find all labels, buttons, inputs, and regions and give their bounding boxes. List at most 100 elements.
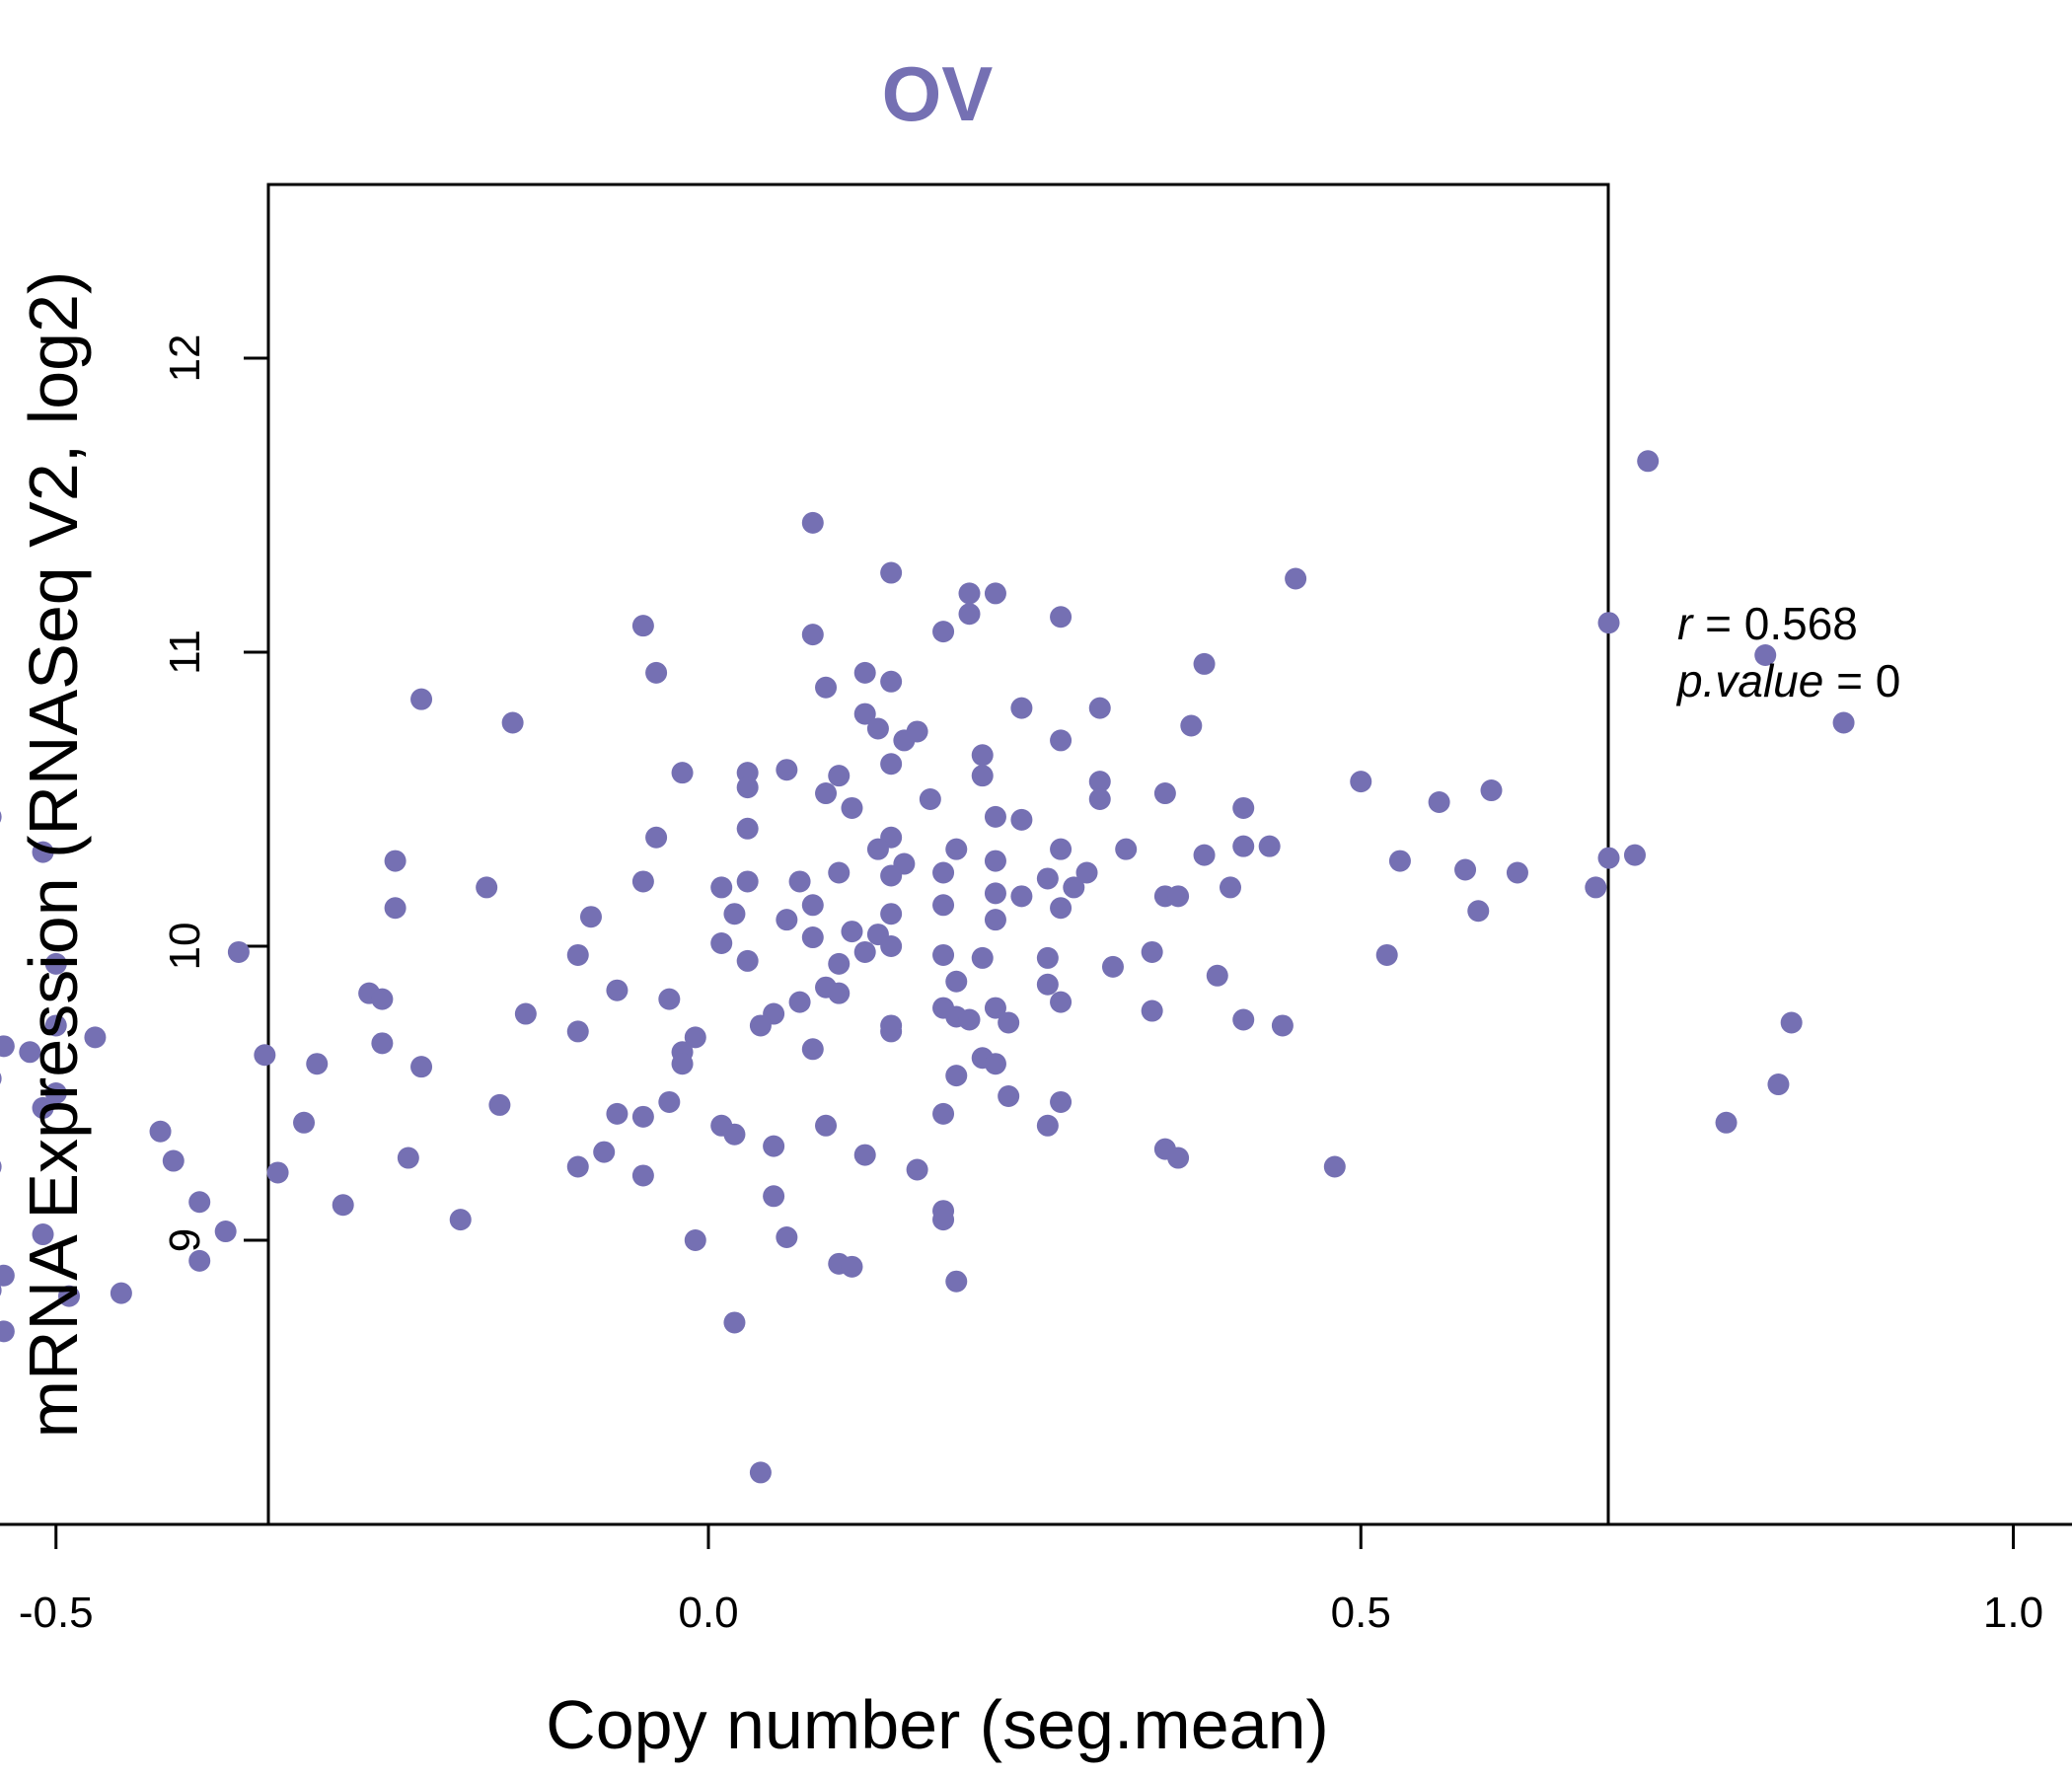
data-point bbox=[945, 970, 968, 993]
data-point bbox=[1258, 835, 1281, 857]
data-point bbox=[1193, 844, 1216, 866]
data-point bbox=[801, 511, 824, 534]
data-point bbox=[1715, 1111, 1738, 1134]
data-point bbox=[1754, 643, 1777, 666]
data-point bbox=[384, 850, 407, 872]
data-point bbox=[1285, 567, 1307, 590]
data-point bbox=[776, 909, 798, 931]
data-point bbox=[1193, 652, 1216, 675]
r-value: 0.568 bbox=[1744, 598, 1858, 649]
data-points bbox=[0, 450, 1855, 1484]
data-point bbox=[1832, 711, 1855, 734]
data-point bbox=[1050, 729, 1073, 752]
data-point bbox=[1480, 779, 1503, 802]
data-point bbox=[984, 997, 1006, 1019]
data-point bbox=[1036, 973, 1059, 996]
data-point bbox=[723, 903, 746, 925]
data-point bbox=[631, 615, 654, 637]
data-point bbox=[749, 1014, 772, 1037]
data-point bbox=[44, 1082, 67, 1104]
data-point bbox=[880, 935, 903, 957]
data-point bbox=[853, 1144, 876, 1166]
data-point bbox=[1088, 771, 1111, 793]
data-point bbox=[971, 765, 994, 787]
data-point bbox=[0, 1284, 2, 1296]
data-point bbox=[476, 876, 498, 899]
data-point bbox=[631, 870, 654, 893]
data-point bbox=[1597, 847, 1620, 869]
data-point bbox=[566, 1020, 589, 1043]
data-point bbox=[932, 894, 955, 917]
data-point bbox=[932, 943, 955, 966]
data-point bbox=[0, 1073, 2, 1084]
data-point bbox=[645, 826, 668, 849]
data-point bbox=[514, 1002, 537, 1025]
data-point bbox=[1637, 450, 1660, 473]
data-point bbox=[736, 817, 759, 840]
data-point bbox=[0, 1160, 2, 1173]
data-point bbox=[1180, 714, 1203, 737]
data-point bbox=[945, 1065, 968, 1087]
data-point bbox=[880, 903, 903, 925]
data-point bbox=[19, 1041, 41, 1064]
data-point bbox=[1115, 838, 1138, 860]
data-point bbox=[188, 1249, 211, 1272]
data-point bbox=[410, 1056, 433, 1078]
data-point bbox=[1375, 943, 1398, 966]
data-point bbox=[776, 1226, 798, 1249]
data-point bbox=[841, 796, 863, 819]
r-equals: = bbox=[1705, 598, 1744, 649]
data-point bbox=[984, 850, 1006, 872]
data-point bbox=[397, 1147, 419, 1169]
data-point bbox=[631, 1105, 654, 1128]
data-point bbox=[306, 1053, 329, 1075]
data-point bbox=[788, 991, 811, 1013]
data-point bbox=[293, 1111, 316, 1134]
data-point bbox=[723, 1123, 746, 1146]
data-point bbox=[606, 1102, 629, 1125]
y-axis-label: mRNA Expression (RNASeq V2, log2) bbox=[15, 271, 92, 1439]
data-point bbox=[971, 744, 994, 767]
data-point bbox=[1036, 867, 1059, 890]
data-point bbox=[1232, 796, 1255, 819]
data-point bbox=[32, 1096, 54, 1119]
data-point bbox=[958, 582, 981, 605]
r-label: r bbox=[1677, 598, 1694, 649]
data-point bbox=[1050, 897, 1073, 920]
data-point bbox=[1153, 782, 1176, 805]
y-axis: 9 10 11 12 bbox=[161, 334, 268, 1252]
data-point bbox=[214, 1221, 237, 1243]
p-stat: p.value = 0 bbox=[1675, 655, 1900, 706]
data-point bbox=[1271, 1014, 1294, 1037]
data-point bbox=[658, 988, 681, 1010]
data-point bbox=[1101, 955, 1124, 978]
data-point bbox=[1050, 838, 1073, 860]
data-point bbox=[815, 1114, 838, 1137]
data-point bbox=[0, 1035, 15, 1058]
data-point bbox=[1141, 999, 1163, 1022]
data-point bbox=[1623, 844, 1646, 866]
data-point bbox=[254, 1044, 276, 1067]
data-point bbox=[1780, 1011, 1803, 1034]
data-point bbox=[684, 1229, 706, 1251]
data-point bbox=[1323, 1155, 1346, 1178]
p-label: p.value bbox=[1675, 655, 1823, 706]
data-point bbox=[631, 1164, 654, 1187]
data-point bbox=[1167, 885, 1190, 908]
data-point bbox=[188, 1191, 211, 1214]
data-point bbox=[0, 811, 2, 823]
data-point bbox=[162, 1149, 185, 1172]
data-point bbox=[1036, 946, 1059, 969]
data-point bbox=[1232, 835, 1255, 857]
data-point bbox=[1088, 788, 1111, 810]
data-point bbox=[227, 940, 250, 963]
data-point bbox=[984, 805, 1006, 828]
data-point bbox=[1141, 940, 1163, 963]
data-point bbox=[801, 1038, 824, 1061]
data-point bbox=[984, 582, 1006, 605]
data-point bbox=[566, 943, 589, 966]
data-point bbox=[998, 1084, 1020, 1107]
data-point bbox=[1050, 991, 1073, 1013]
data-point bbox=[801, 894, 824, 917]
data-point bbox=[853, 703, 876, 725]
